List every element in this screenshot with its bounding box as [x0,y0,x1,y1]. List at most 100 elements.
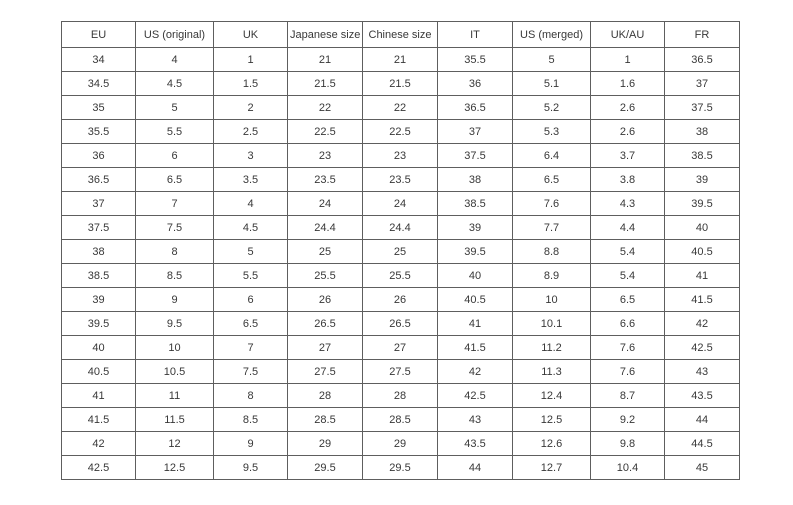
table-cell: 27.5 [362,359,438,384]
table-cell: 37.5 [437,143,513,168]
table-cell: 6.6 [590,311,665,336]
table-cell: 38.5 [437,191,513,216]
table-row: 39.5 9.5 6.5 26.5 26.5 41 10.1 6.6 42 [61,311,740,336]
table-row: 34.5 4.5 1.5 21.5 21.5 36 5.1 1.6 37 [61,71,740,96]
table-cell: 10 [135,335,214,360]
table-cell: 8 [135,239,214,264]
table-cell: 29 [362,431,438,456]
table-cell: 7.6 [590,359,665,384]
table-cell: 23.5 [287,167,363,192]
table-cell: 24 [287,191,363,216]
column-header: Chinese size [362,21,438,48]
table-cell: 2.6 [590,95,665,120]
table-cell: 12.5 [135,455,214,480]
table-cell: 11.5 [135,407,214,432]
table-cell: 29 [287,431,363,456]
table-cell: 36.5 [437,95,513,120]
table-cell: 43.5 [437,431,513,456]
table-cell: 26 [362,287,438,312]
table-cell: 12 [135,431,214,456]
table-cell: 4.5 [135,71,214,96]
table-cell: 34.5 [61,71,136,96]
table-cell: 44.5 [664,431,740,456]
table-cell: 10 [512,287,591,312]
table-cell: 8.9 [512,263,591,288]
table-cell: 6.4 [512,143,591,168]
table-cell: 45 [664,455,740,480]
table-cell: 7.6 [512,191,591,216]
table-cell: 7.7 [512,215,591,240]
table-cell: 6 [213,287,288,312]
table-cell: 1 [213,47,288,72]
table-cell: 8.7 [590,383,665,408]
table-cell: 21 [287,47,363,72]
table-row: 39 9 6 26 26 40.5 10 6.5 41.5 [61,287,740,312]
table-cell: 5 [512,47,591,72]
column-header: UK/AU [590,21,665,48]
table-cell: 22.5 [287,119,363,144]
table-cell: 36.5 [664,47,740,72]
table-row: 38.5 8.5 5.5 25.5 25.5 40 8.9 5.4 41 [61,263,740,288]
table-cell: 27.5 [287,359,363,384]
table-cell: 40 [61,335,136,360]
table-cell: 40.5 [61,359,136,384]
table-cell: 8.5 [135,263,214,288]
table-cell: 41.5 [437,335,513,360]
table-cell: 23 [362,143,438,168]
table-cell: 29.5 [362,455,438,480]
table-cell: 38 [437,167,513,192]
table-cell: 9.5 [213,455,288,480]
table-row: 35.5 5.5 2.5 22.5 22.5 37 5.3 2.6 38 [61,119,740,144]
table-cell: 41.5 [61,407,136,432]
table-cell: 22.5 [362,119,438,144]
table-cell: 6.5 [512,167,591,192]
table-cell: 7.6 [590,335,665,360]
column-header: US (original) [135,21,214,48]
table-cell: 28 [362,383,438,408]
table-cell: 38.5 [664,143,740,168]
table-cell: 42.5 [664,335,740,360]
table-cell: 37 [664,71,740,96]
table-cell: 6.5 [135,167,214,192]
table-cell: 42 [61,431,136,456]
table-cell: 27 [362,335,438,360]
table-cell: 40 [664,215,740,240]
table-cell: 5.3 [512,119,591,144]
table-row: 34 4 1 21 21 35.5 5 1 36.5 [61,47,740,72]
table-cell: 21 [362,47,438,72]
table-row: 42 12 9 29 29 43.5 12.6 9.8 44.5 [61,431,740,456]
table-cell: 28.5 [287,407,363,432]
table-cell: 8.8 [512,239,591,264]
table-cell: 42 [437,359,513,384]
table-cell: 26 [287,287,363,312]
table-cell: 5 [213,239,288,264]
table-cell: 38 [664,119,740,144]
table-cell: 41.5 [664,287,740,312]
table-cell: 9 [135,287,214,312]
table-body: 34 4 1 21 21 35.5 5 1 36.5 34.5 4.5 1.5 21.5 21.5 36 5.… [61,47,740,480]
table-cell: 6.5 [590,287,665,312]
table-cell: 40 [437,263,513,288]
table-cell: 9.2 [590,407,665,432]
table-cell: 34 [61,47,136,72]
table-cell: 25.5 [287,263,363,288]
table-cell: 43 [664,359,740,384]
table-cell: 5.4 [590,239,665,264]
table-cell: 5.2 [512,95,591,120]
table-cell: 11.2 [512,335,591,360]
table-cell: 43.5 [664,383,740,408]
table-cell: 23.5 [362,167,438,192]
table-cell: 9.5 [135,311,214,336]
table-cell: 41 [664,263,740,288]
table-cell: 39 [664,167,740,192]
table-cell: 1 [590,47,665,72]
table-cell: 7.5 [135,215,214,240]
table-cell: 39 [437,215,513,240]
table-cell: 2 [213,95,288,120]
table-cell: 42.5 [61,455,136,480]
table-cell: 5.5 [213,263,288,288]
table-row: 40.5 10.5 7.5 27.5 27.5 42 11.3 7.6 43 [61,359,740,384]
table-cell: 25.5 [362,263,438,288]
table-row: 41 11 8 28 28 42.5 12.4 8.7 43.5 [61,383,740,408]
table-cell: 12.6 [512,431,591,456]
